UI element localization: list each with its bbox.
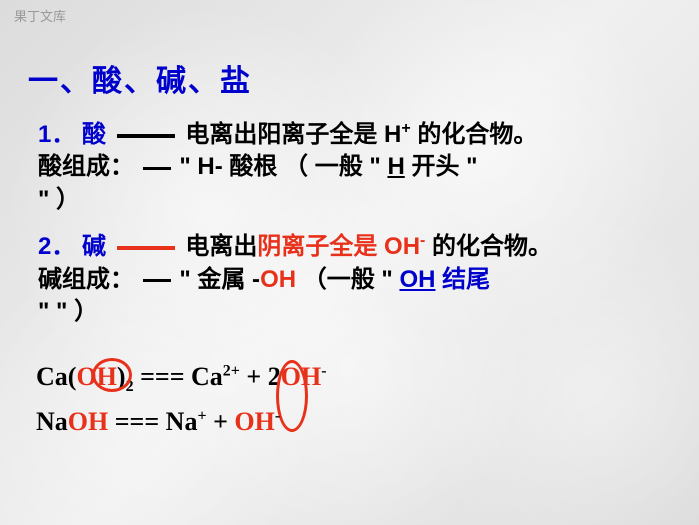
f-ca-oh2: OH [281, 362, 321, 391]
formula-block: Ca(OH)2 === Ca2+ + 2OH- NaOH === Na+ + O… [36, 362, 671, 436]
f-ca-sub2: 2 [126, 379, 134, 396]
f-ca-p1: Ca( [36, 362, 76, 391]
base-def-a: 电离出 [185, 233, 257, 260]
base-comp-c: 结尾 [435, 266, 490, 293]
acid-comp-label: 酸组成： [38, 153, 134, 180]
base-comp-ohmark: OH [399, 266, 435, 293]
slide-content: 一、酸、碱、盐 1． 酸 电离出阳离子全是 H+ 的化合物。 酸组成： " H-… [0, 0, 699, 437]
f-na-oh: OH [68, 407, 108, 436]
acid-num: 1． [38, 121, 75, 148]
f-na-a: Na [36, 407, 68, 436]
acid-composition: 酸组成： " H- 酸根 （ 一般 " H 开头 " [38, 151, 671, 183]
acid-def-b: 的化合物。 [411, 121, 538, 148]
acid-comp-a: " H- 酸根 （ 一般 " [179, 153, 387, 180]
heading-prefix: 一、 [28, 65, 92, 98]
base-composition: 碱组成： " 金属 -OH （一般 " OH 结尾 [38, 264, 671, 296]
base-definition: 2． 碱 电离出阴离子全是 OH- 的化合物。 [38, 230, 671, 263]
f-ca-oh: OH [76, 362, 116, 391]
dash-icon [143, 167, 171, 170]
base-anion: 阴离子全是 [257, 233, 377, 260]
f-ca-p2: ) [117, 362, 126, 391]
watermark: 果丁文库 [14, 6, 66, 25]
formula-caoh2: Ca(OH)2 === Ca2+ + 2OH- [36, 362, 671, 396]
base-name: 碱 [82, 233, 106, 260]
heading-text: 酸、碱、盐 [92, 65, 252, 98]
f-ca-p3: + 2 [240, 362, 281, 391]
dash-icon [117, 246, 175, 250]
acid-comp-b: 开头 " [405, 153, 478, 180]
base-oh: OH- [377, 233, 425, 260]
acid-definition: 1． 酸 电离出阳离子全是 H+ 的化合物。 [38, 118, 671, 151]
base-close: " " ） [38, 296, 671, 328]
acid-comp-h: H [387, 153, 404, 180]
f-na-plus: + [207, 407, 235, 436]
base-num: 2． [38, 233, 75, 260]
base-comp-b: （一般 " [296, 266, 399, 293]
f-ca-eq: === Ca [134, 362, 223, 391]
f-na-m: - [275, 407, 280, 424]
f-na-p: + [197, 407, 206, 424]
base-comp-a: " 金属 - [179, 266, 260, 293]
base-def-b: 的化合物。 [425, 233, 552, 260]
acid-hplus: H+ [377, 121, 410, 148]
base-comp-label: 碱组成： [38, 266, 134, 293]
formula-naoh: NaOH === Na+ + OH- [36, 407, 671, 437]
f-ca-2p: 2+ [223, 363, 240, 380]
f-na-oh2: OH [234, 407, 274, 436]
acid-close: " ） [38, 184, 671, 216]
acid-name: 酸 [82, 121, 106, 148]
dash-icon [117, 134, 175, 138]
f-na-eq: === Na [108, 407, 197, 436]
dash-icon [143, 279, 171, 282]
f-ca-m: - [321, 363, 326, 380]
acid-def-a: 电离出阳离子全是 [185, 121, 377, 148]
heading: 一、酸、碱、盐 [28, 56, 671, 100]
base-comp-oh: OH [260, 266, 296, 293]
